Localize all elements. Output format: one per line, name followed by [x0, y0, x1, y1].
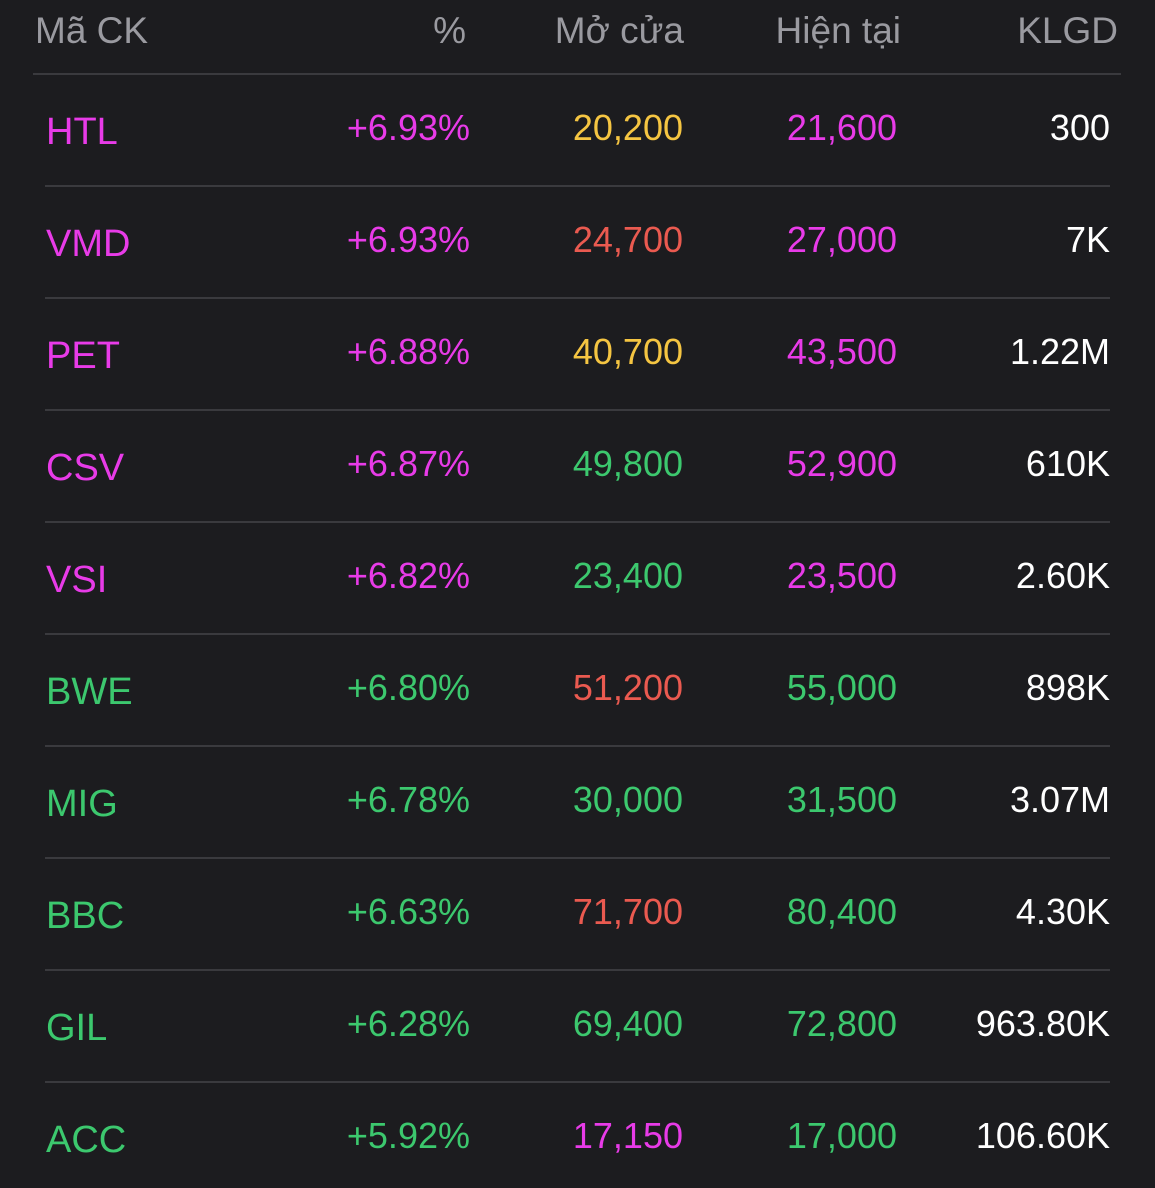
open-price-cell: 40,700 — [572, 331, 683, 372]
percent-cell: +6.88% — [346, 331, 470, 372]
open-price-cell: 23,400 — [572, 555, 683, 596]
open-price-cell: 17,150 — [572, 1115, 683, 1156]
volume-cell: 898K — [1025, 667, 1110, 708]
volume-cell: 2.60K — [1015, 555, 1110, 596]
symbol-cell: VSI — [46, 559, 108, 601]
open-price-cell: 30,000 — [572, 779, 683, 820]
open-price-cell: 24,700 — [572, 219, 683, 260]
percent-cell: +6.80% — [346, 667, 470, 708]
table-row[interactable]: PET +6.88% 40,700 43,500 1.22M — [45, 299, 1110, 411]
volume-cell: 4.30K — [1015, 891, 1110, 932]
current-price-cell: 23,500 — [786, 555, 897, 596]
percent-cell: +6.93% — [346, 107, 470, 148]
symbol-cell: VMD — [46, 223, 131, 265]
symbol-cell: CSV — [46, 447, 125, 489]
volume-cell: 3.07M — [1009, 779, 1110, 820]
current-price-cell: 31,500 — [786, 779, 897, 820]
open-price-cell: 49,800 — [572, 443, 683, 484]
current-price-cell: 80,400 — [786, 891, 897, 932]
volume-cell: 963.80K — [975, 1003, 1110, 1044]
table-row[interactable]: VSI +6.82% 23,400 23,500 2.60K — [45, 523, 1110, 635]
table-header: Mã CK % Mở cửa Hiện tại KLGD — [33, 0, 1121, 75]
current-price-cell: 43,500 — [786, 331, 897, 372]
symbol-cell: PET — [46, 335, 120, 377]
header-current[interactable]: Hiện tại — [775, 10, 901, 51]
current-price-cell: 17,000 — [786, 1115, 897, 1156]
symbol-cell: GIL — [46, 1007, 108, 1049]
percent-cell: +6.78% — [346, 779, 470, 820]
open-price-cell: 51,200 — [572, 667, 683, 708]
open-price-cell: 69,400 — [572, 1003, 683, 1044]
volume-cell: 610K — [1025, 443, 1110, 484]
symbol-cell: MIG — [46, 783, 118, 825]
symbol-cell: BWE — [46, 671, 133, 713]
percent-cell: +6.82% — [346, 555, 470, 596]
header-open[interactable]: Mở cửa — [554, 10, 684, 51]
volume-cell: 1.22M — [1009, 331, 1110, 372]
open-price-cell: 71,700 — [572, 891, 683, 932]
percent-cell: +6.87% — [346, 443, 470, 484]
table-row[interactable]: MIG +6.78% 30,000 31,500 3.07M — [45, 747, 1110, 859]
table-row[interactable]: BWE +6.80% 51,200 55,000 898K — [45, 635, 1110, 747]
current-price-cell: 21,600 — [786, 107, 897, 148]
table-row[interactable]: GIL +6.28% 69,400 72,800 963.80K — [45, 971, 1110, 1083]
header-symbol[interactable]: Mã CK — [35, 10, 149, 51]
percent-cell: +5.92% — [346, 1115, 470, 1156]
table-row[interactable]: CSV +6.87% 49,800 52,900 610K — [45, 411, 1110, 523]
table-body: HTL +6.93% 20,200 21,600 300 VMD +6.93% … — [45, 75, 1110, 1188]
volume-cell: 300 — [1049, 107, 1110, 148]
percent-cell: +6.93% — [346, 219, 470, 260]
current-price-cell: 55,000 — [786, 667, 897, 708]
percent-cell: +6.28% — [346, 1003, 470, 1044]
table-row[interactable]: BBC +6.63% 71,700 80,400 4.30K — [45, 859, 1110, 971]
symbol-cell: ACC — [46, 1119, 127, 1161]
header-percent[interactable]: % — [433, 10, 466, 51]
table-row[interactable]: ACC +5.92% 17,150 17,000 106.60K — [45, 1083, 1110, 1188]
symbol-cell: HTL — [46, 111, 118, 153]
current-price-cell: 27,000 — [786, 219, 897, 260]
current-price-cell: 72,800 — [786, 1003, 897, 1044]
volume-cell: 7K — [1065, 219, 1110, 260]
percent-cell: +6.63% — [346, 891, 470, 932]
header-volume[interactable]: KLGD — [1017, 10, 1118, 51]
table-row[interactable]: HTL +6.93% 20,200 21,600 300 — [45, 75, 1110, 187]
volume-cell: 106.60K — [975, 1115, 1110, 1156]
current-price-cell: 52,900 — [786, 443, 897, 484]
symbol-cell: BBC — [46, 895, 125, 937]
table-row[interactable]: VMD +6.93% 24,700 27,000 7K — [45, 187, 1110, 299]
open-price-cell: 20,200 — [572, 107, 683, 148]
